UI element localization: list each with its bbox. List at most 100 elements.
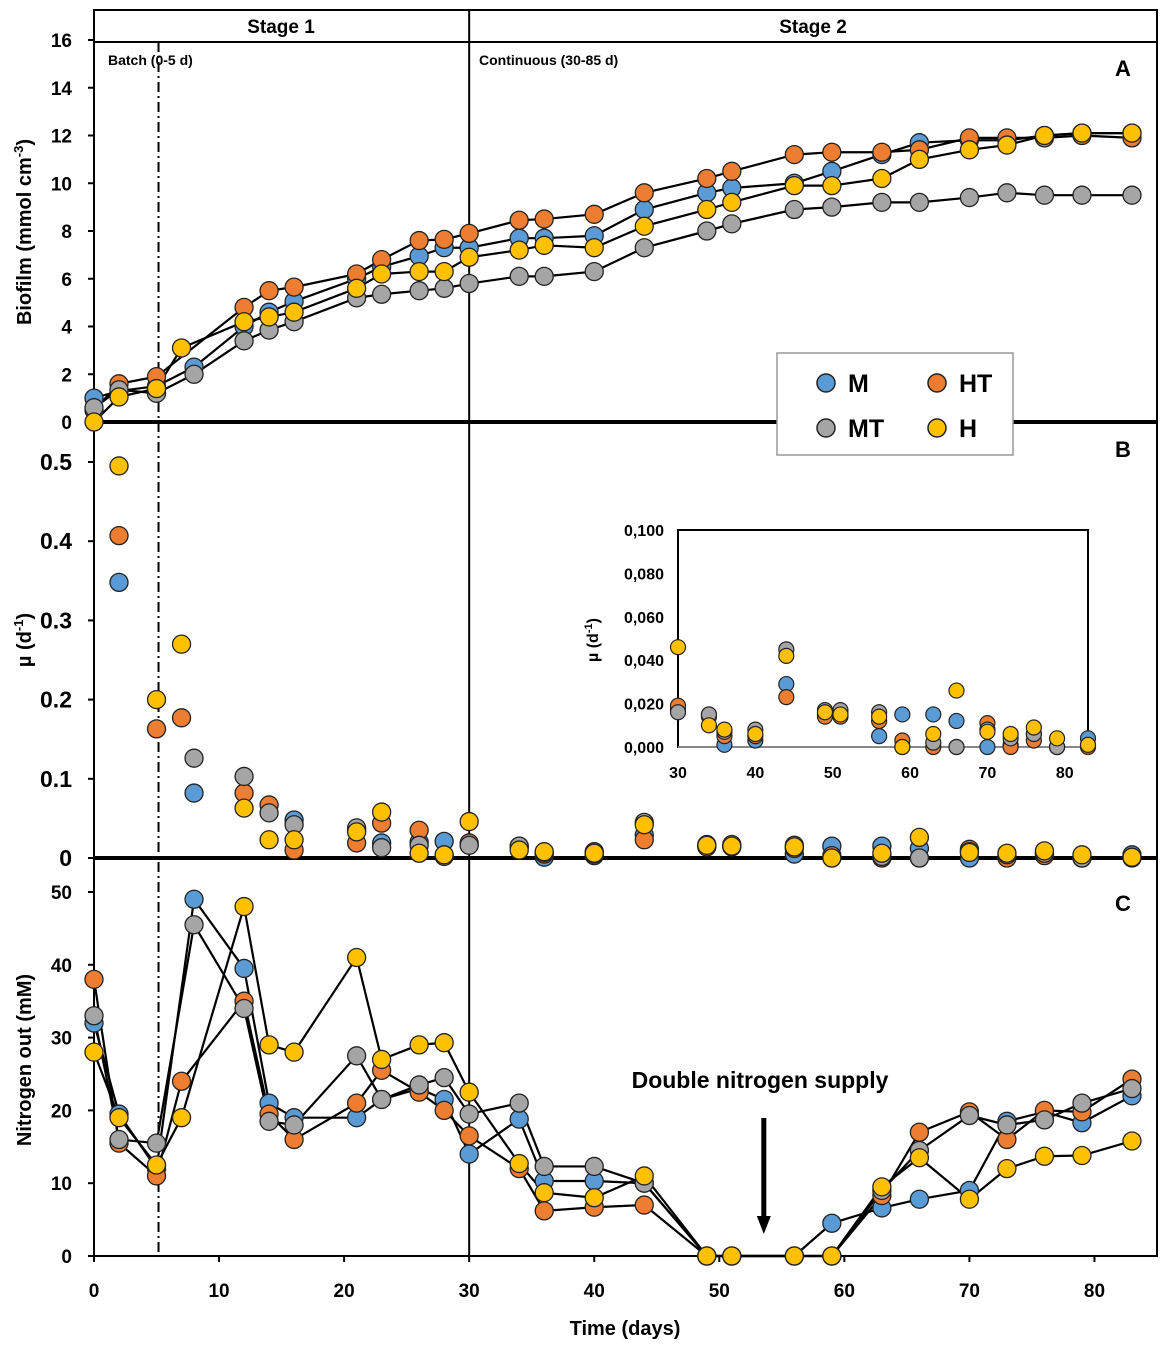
- point-mt: [509, 266, 529, 287]
- x-tick-label: 0: [89, 1281, 100, 1302]
- point-mt: [584, 1156, 604, 1177]
- point-mt: [722, 214, 742, 234]
- stage-1-label: Stage 1: [247, 17, 315, 38]
- inset-point-h: [669, 639, 687, 656]
- point-h: [1034, 125, 1055, 146]
- y-title-a-main: Biofilm (mmol cm: [14, 157, 36, 325]
- point-mt: [434, 278, 454, 298]
- point-mt: [872, 192, 892, 213]
- point-h: [909, 827, 930, 848]
- point-ht: [509, 210, 529, 230]
- point-h: [784, 175, 804, 196]
- point-h: [109, 456, 129, 476]
- point-mt: [997, 183, 1017, 203]
- point-ht: [584, 204, 604, 224]
- point-ht: [634, 183, 654, 203]
- x-tick-label: 80: [1084, 1281, 1105, 1302]
- legend-label-ht: HT: [959, 370, 992, 398]
- point-h: [284, 830, 304, 850]
- y-axis-title-a: Biofilm (mmol cm-3): [11, 139, 36, 325]
- point-h: [459, 1082, 479, 1102]
- continuous-mode-label: Continuous (30-85 d): [479, 52, 618, 68]
- point-mt: [346, 1046, 367, 1066]
- point-mt: [997, 1115, 1017, 1135]
- y-axis-title-b: µ (d-1): [11, 613, 36, 667]
- inset-point-m: [871, 728, 888, 745]
- y-tick-label-c: 20: [51, 1101, 72, 1122]
- x-tick-label: 40: [584, 1281, 605, 1302]
- inset-x-tick-label: 50: [824, 765, 842, 782]
- inset-point-h: [948, 682, 965, 699]
- point-h: [1034, 1146, 1055, 1166]
- y-tick-label-c: 40: [51, 956, 72, 977]
- point-mt: [84, 1006, 104, 1026]
- y-tick-label-a: 12: [51, 127, 72, 148]
- y-tick-label-b: 0.4: [40, 528, 72, 554]
- y-axis-title-c: Nitrogen out (mM): [14, 974, 36, 1146]
- point-h: [584, 238, 604, 258]
- point-ht: [722, 161, 742, 181]
- point-ht: [459, 223, 479, 244]
- point-m: [459, 1144, 479, 1164]
- point-h: [371, 264, 392, 284]
- point-h: [146, 378, 167, 399]
- panel-letters: A B C: [1115, 56, 1131, 916]
- annotation-text: Double nitrogen supply: [632, 1067, 889, 1093]
- inset-point-ht: [778, 688, 795, 706]
- x-axis-title: Time (days): [570, 1318, 681, 1340]
- point-h: [109, 387, 129, 407]
- point-h: [909, 149, 930, 170]
- y-tick-label-b: 0.5: [40, 449, 72, 475]
- legend-marker-h: [927, 418, 947, 438]
- point-h: [872, 168, 892, 189]
- inset-chart: 0,000 0,020 0,040 0,060 0,080 0,100 30 40 50 60 70…: [624, 523, 1097, 782]
- point-h: [259, 307, 279, 327]
- inset-y-axis-title: µ (d-1): [583, 618, 602, 662]
- point-m: [822, 1213, 842, 1233]
- inset-x-tick-label: 30: [669, 765, 687, 782]
- legend: M HT MT H: [776, 352, 1014, 456]
- point-mt: [534, 1156, 554, 1177]
- y-title-b-sup: -1: [11, 620, 26, 632]
- inset-y-tick-label: 0,000: [624, 740, 664, 757]
- stage-headers: Stage 1 Stage 2 Batch (0-5 d) Continuous…: [108, 17, 847, 68]
- inset-y-tick-label: 0,060: [624, 610, 664, 627]
- y-title-a-sup: -3: [11, 146, 26, 158]
- inset-y-title-sup: -1: [583, 623, 595, 633]
- inset-point-mt: [669, 704, 687, 721]
- point-h: [634, 216, 654, 236]
- inset-point-mt: [948, 738, 965, 756]
- point-h: [234, 798, 254, 818]
- point-ht: [284, 277, 304, 297]
- point-h: [346, 947, 367, 968]
- point-mt: [534, 266, 554, 287]
- data-marks: [84, 123, 1142, 1266]
- x-tick-label: 50: [709, 1281, 730, 1302]
- point-mt: [459, 1104, 479, 1124]
- point-mt: [697, 221, 717, 241]
- point-h: [1072, 1145, 1092, 1166]
- point-ht: [909, 1122, 930, 1142]
- point-m: [909, 1189, 930, 1209]
- point-mt: [959, 1105, 980, 1126]
- double-nitrogen-annotation: Double nitrogen supply: [632, 1067, 889, 1234]
- point-h: [1122, 123, 1142, 143]
- panel-letter-c: C: [1115, 891, 1131, 916]
- point-ht: [346, 1093, 367, 1113]
- point-h: [284, 1042, 304, 1062]
- point-ht: [534, 1201, 554, 1221]
- batch-mode-label: Batch (0-5 d): [108, 52, 193, 68]
- point-mt: [234, 766, 254, 787]
- point-h: [171, 634, 192, 654]
- panel-letter-b: B: [1115, 437, 1131, 462]
- inset-y-tick-label: 0,040: [624, 653, 664, 670]
- point-mt: [1034, 185, 1055, 205]
- point-h: [259, 830, 279, 850]
- y-title-b-end: ): [14, 613, 36, 620]
- point-m: [509, 1109, 529, 1129]
- inset-point-h: [894, 738, 911, 756]
- point-h: [534, 235, 554, 255]
- point-h: [509, 240, 529, 260]
- point-mt: [109, 1129, 129, 1150]
- point-h: [997, 843, 1017, 863]
